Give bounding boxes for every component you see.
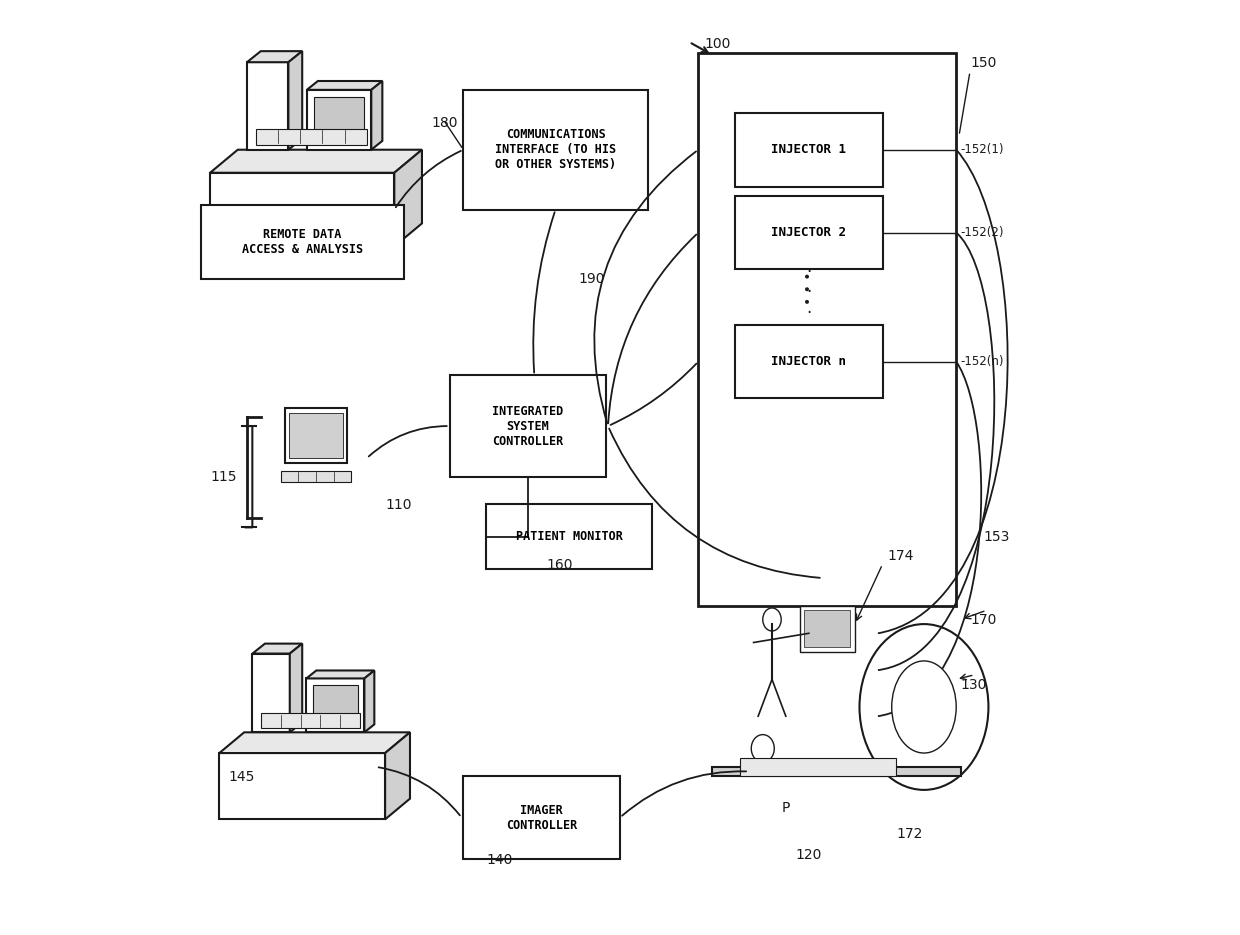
- Text: 170: 170: [970, 613, 997, 627]
- FancyBboxPatch shape: [800, 606, 854, 652]
- Text: INJECTOR 1: INJECTOR 1: [771, 143, 847, 156]
- Text: 160: 160: [547, 558, 573, 572]
- Text: 140: 140: [486, 853, 513, 867]
- Polygon shape: [371, 81, 382, 150]
- Polygon shape: [306, 670, 374, 679]
- Text: • • •: • • •: [802, 271, 816, 305]
- Polygon shape: [260, 713, 361, 728]
- Ellipse shape: [763, 608, 781, 631]
- FancyBboxPatch shape: [486, 504, 652, 568]
- Polygon shape: [306, 679, 365, 732]
- Text: 145: 145: [228, 770, 255, 784]
- FancyBboxPatch shape: [735, 195, 883, 269]
- Polygon shape: [314, 97, 363, 142]
- Polygon shape: [306, 90, 371, 150]
- Text: INTEGRATED
SYSTEM
CONTROLLER: INTEGRATED SYSTEM CONTROLLER: [492, 405, 563, 448]
- FancyBboxPatch shape: [450, 375, 606, 477]
- Text: COMMUNICATIONS
INTERFACE (TO HIS
OR OTHER SYSTEMS): COMMUNICATIONS INTERFACE (TO HIS OR OTHE…: [495, 128, 616, 171]
- Polygon shape: [289, 412, 342, 458]
- FancyBboxPatch shape: [201, 205, 403, 279]
- Text: P: P: [781, 801, 790, 815]
- Text: INJECTOR 2: INJECTOR 2: [771, 226, 847, 239]
- Text: 110: 110: [386, 498, 412, 512]
- Text: 174: 174: [887, 549, 914, 563]
- Ellipse shape: [751, 735, 774, 762]
- Text: ·
·
·: · · ·: [806, 263, 811, 323]
- Text: -152(2): -152(2): [961, 226, 1004, 239]
- Text: IMAGER
CONTROLLER: IMAGER CONTROLLER: [506, 803, 578, 831]
- Text: 115: 115: [211, 469, 237, 483]
- Text: 190: 190: [579, 272, 605, 286]
- FancyBboxPatch shape: [805, 611, 851, 647]
- Polygon shape: [365, 670, 374, 732]
- Polygon shape: [253, 643, 303, 654]
- Polygon shape: [219, 732, 410, 753]
- Polygon shape: [712, 767, 961, 776]
- Text: 150: 150: [970, 56, 997, 70]
- Ellipse shape: [892, 661, 956, 753]
- Polygon shape: [289, 51, 303, 150]
- Polygon shape: [253, 654, 290, 732]
- FancyBboxPatch shape: [735, 324, 883, 398]
- FancyBboxPatch shape: [735, 113, 883, 187]
- Polygon shape: [285, 408, 347, 463]
- Text: 172: 172: [897, 827, 923, 841]
- Text: PATIENT MONITOR: PATIENT MONITOR: [516, 530, 622, 543]
- Text: INJECTOR n: INJECTOR n: [771, 355, 847, 368]
- Polygon shape: [247, 63, 289, 150]
- Text: 130: 130: [961, 678, 987, 692]
- Text: 120: 120: [796, 848, 822, 862]
- Polygon shape: [394, 150, 422, 247]
- FancyBboxPatch shape: [464, 776, 620, 859]
- Polygon shape: [280, 470, 351, 482]
- Text: REMOTE DATA
ACCESS & ANALYSIS: REMOTE DATA ACCESS & ANALYSIS: [242, 228, 363, 256]
- Text: 153: 153: [983, 530, 1011, 544]
- Polygon shape: [257, 128, 367, 145]
- Text: 100: 100: [704, 37, 732, 51]
- Polygon shape: [290, 643, 303, 732]
- FancyBboxPatch shape: [464, 90, 647, 209]
- Polygon shape: [312, 685, 358, 726]
- Polygon shape: [247, 51, 303, 63]
- Polygon shape: [386, 732, 410, 819]
- Polygon shape: [306, 81, 382, 90]
- Text: 180: 180: [432, 116, 458, 130]
- Polygon shape: [740, 757, 897, 776]
- Text: -152(1): -152(1): [961, 143, 1004, 156]
- Text: -152(n): -152(n): [961, 355, 1004, 368]
- Polygon shape: [210, 150, 422, 173]
